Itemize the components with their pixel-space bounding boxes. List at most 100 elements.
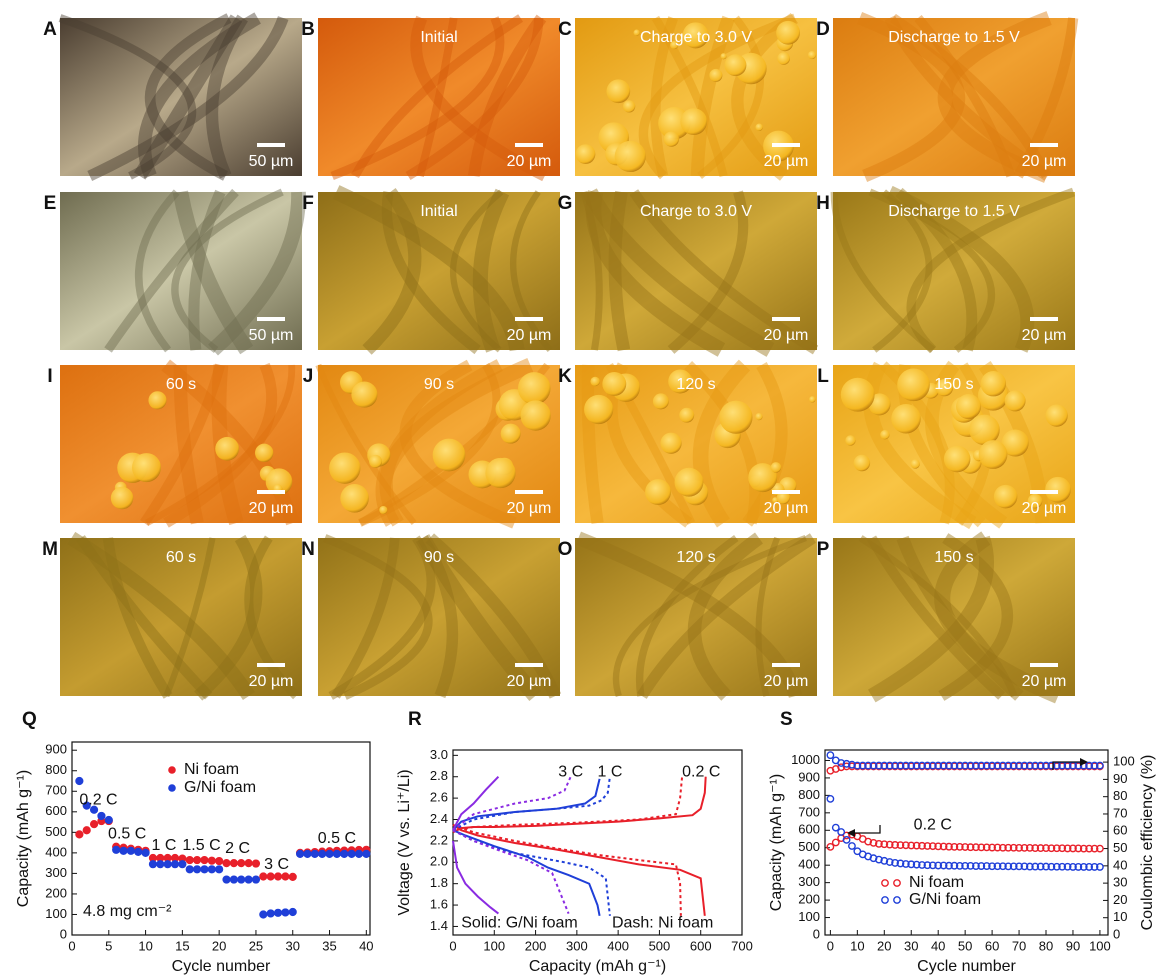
bubble bbox=[720, 53, 727, 60]
data-point bbox=[1025, 844, 1034, 852]
data-point bbox=[259, 872, 268, 881]
data-point bbox=[1074, 863, 1083, 871]
micrograph-panel bbox=[833, 11, 1079, 183]
plot-frame bbox=[71, 741, 371, 936]
texture-streak bbox=[333, 185, 525, 352]
data-point bbox=[950, 861, 959, 870]
data-point bbox=[875, 855, 883, 864]
arrow-head bbox=[1080, 758, 1088, 766]
y2-axis-label: Coulombic efficiency (%) bbox=[1139, 755, 1156, 931]
texture-streak bbox=[687, 532, 763, 701]
texture-streak bbox=[612, 535, 807, 698]
data-point bbox=[1031, 862, 1040, 871]
data-point bbox=[119, 846, 128, 855]
data-point bbox=[1004, 862, 1013, 871]
scale-bar bbox=[772, 143, 800, 147]
texture-streak bbox=[868, 188, 996, 353]
micrograph bbox=[318, 18, 560, 176]
texture-streak bbox=[315, 363, 417, 525]
x-axis-label: Cycle number bbox=[917, 958, 1016, 975]
curve bbox=[452, 776, 572, 831]
annotation: Solid: G/Ni foam bbox=[461, 914, 577, 931]
bubble bbox=[575, 144, 596, 164]
bubble bbox=[351, 381, 378, 408]
bubble bbox=[340, 484, 369, 513]
y-tick-label: 1000 bbox=[791, 752, 820, 767]
data-point bbox=[1031, 761, 1040, 770]
data-point bbox=[831, 823, 840, 832]
texture-streak bbox=[144, 364, 296, 527]
data-point bbox=[1036, 862, 1045, 871]
data-point bbox=[972, 843, 980, 852]
data-point bbox=[934, 861, 943, 870]
data-point bbox=[842, 835, 851, 844]
micrograph-panel bbox=[315, 358, 560, 529]
scale-bar bbox=[257, 317, 285, 321]
panel-letter: K bbox=[558, 366, 572, 387]
panel-caption: 60 s bbox=[166, 549, 196, 566]
texture-streak bbox=[102, 537, 173, 699]
data-point bbox=[237, 875, 246, 884]
legend-marker bbox=[881, 879, 889, 887]
micrograph-panel bbox=[833, 360, 1075, 530]
data-point bbox=[993, 761, 1002, 770]
scale-bar bbox=[1030, 317, 1058, 321]
texture-streak bbox=[173, 364, 204, 525]
bubble bbox=[809, 396, 816, 403]
data-point bbox=[988, 843, 997, 852]
y2-tick-label: 100 bbox=[1113, 754, 1135, 769]
y-tick-label: 400 bbox=[45, 844, 67, 859]
data-point bbox=[864, 761, 873, 770]
micrograph-panel bbox=[575, 13, 817, 181]
legend-label: G/Ni foam bbox=[184, 779, 256, 796]
data-point bbox=[955, 861, 964, 870]
bubble bbox=[148, 391, 167, 410]
x-tick-label: 60 bbox=[985, 938, 999, 953]
panel-caption: 60 s bbox=[166, 376, 196, 393]
bubble bbox=[956, 394, 982, 420]
texture-streak bbox=[575, 531, 803, 698]
data-point bbox=[961, 761, 970, 770]
texture-streak bbox=[417, 534, 459, 699]
data-point bbox=[1031, 844, 1040, 852]
legend-label: G/Ni foam bbox=[909, 891, 981, 908]
data-point bbox=[955, 842, 964, 851]
data-point bbox=[912, 841, 921, 850]
y-tick-label: 700 bbox=[798, 804, 820, 819]
curve bbox=[452, 824, 706, 916]
curve bbox=[452, 778, 601, 831]
data-point bbox=[826, 751, 835, 760]
data-point bbox=[1042, 761, 1050, 770]
bubble bbox=[840, 377, 875, 412]
y2-tick-label: 40 bbox=[1113, 857, 1127, 872]
texture-streak bbox=[350, 14, 524, 179]
bubble bbox=[645, 479, 672, 506]
data-point bbox=[347, 849, 356, 858]
texture-streak bbox=[938, 533, 1014, 701]
y-tick-label: 300 bbox=[798, 874, 820, 889]
data-point bbox=[362, 849, 371, 858]
micrograph-panel bbox=[318, 185, 560, 355]
x-tick-label: 100 bbox=[1089, 938, 1111, 953]
texture-streak bbox=[868, 535, 994, 703]
texture-streak bbox=[581, 364, 604, 524]
micrograph bbox=[575, 538, 817, 696]
data-point bbox=[869, 854, 878, 863]
texture-streak bbox=[375, 358, 534, 527]
data-point bbox=[1063, 862, 1072, 871]
legend-label: Ni foam bbox=[909, 874, 964, 891]
scale-label: 20 µm bbox=[507, 673, 552, 690]
annotation: 3 C bbox=[558, 764, 583, 781]
data-point bbox=[891, 859, 899, 867]
panel-caption: 90 s bbox=[424, 376, 454, 393]
texture-streak bbox=[884, 15, 1051, 181]
data-point bbox=[332, 849, 341, 858]
data-point bbox=[928, 842, 937, 851]
texture-streak bbox=[1013, 17, 1079, 179]
data-point bbox=[163, 860, 172, 869]
texture-streak bbox=[416, 17, 458, 178]
texture-streak bbox=[667, 190, 749, 354]
bubble bbox=[993, 484, 1018, 509]
data-point bbox=[934, 761, 943, 770]
annotation: 0.2 C bbox=[682, 764, 720, 781]
